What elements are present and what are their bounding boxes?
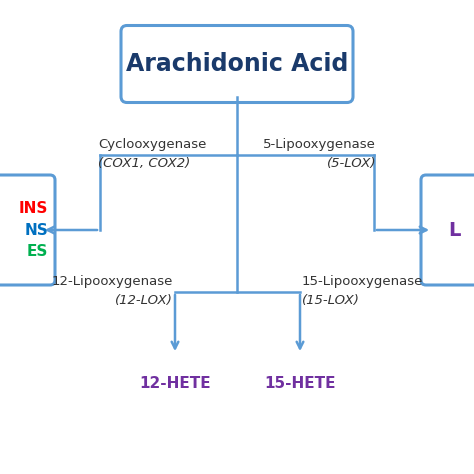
FancyBboxPatch shape [421,175,474,285]
Text: 15-Lipooxygenase: 15-Lipooxygenase [302,275,423,288]
Text: 12-HETE: 12-HETE [139,376,211,392]
FancyBboxPatch shape [0,175,55,285]
Text: L: L [448,220,460,239]
Text: (5-LOX): (5-LOX) [327,157,376,170]
Text: (15-LOX): (15-LOX) [302,294,360,307]
Text: 5-Lipooxygenase: 5-Lipooxygenase [263,138,376,151]
Text: (COX1, COX2): (COX1, COX2) [98,157,190,170]
Text: Arachidonic Acid: Arachidonic Acid [126,52,348,76]
Text: Cyclooxygenase: Cyclooxygenase [98,138,206,151]
FancyBboxPatch shape [121,26,353,102]
Text: INS: INS [18,201,48,216]
Text: 12-Lipooxygenase: 12-Lipooxygenase [52,275,173,288]
Text: NS: NS [24,222,48,237]
Text: 15-HETE: 15-HETE [264,376,336,392]
Text: ES: ES [27,245,48,259]
Text: (12-LOX): (12-LOX) [115,294,173,307]
